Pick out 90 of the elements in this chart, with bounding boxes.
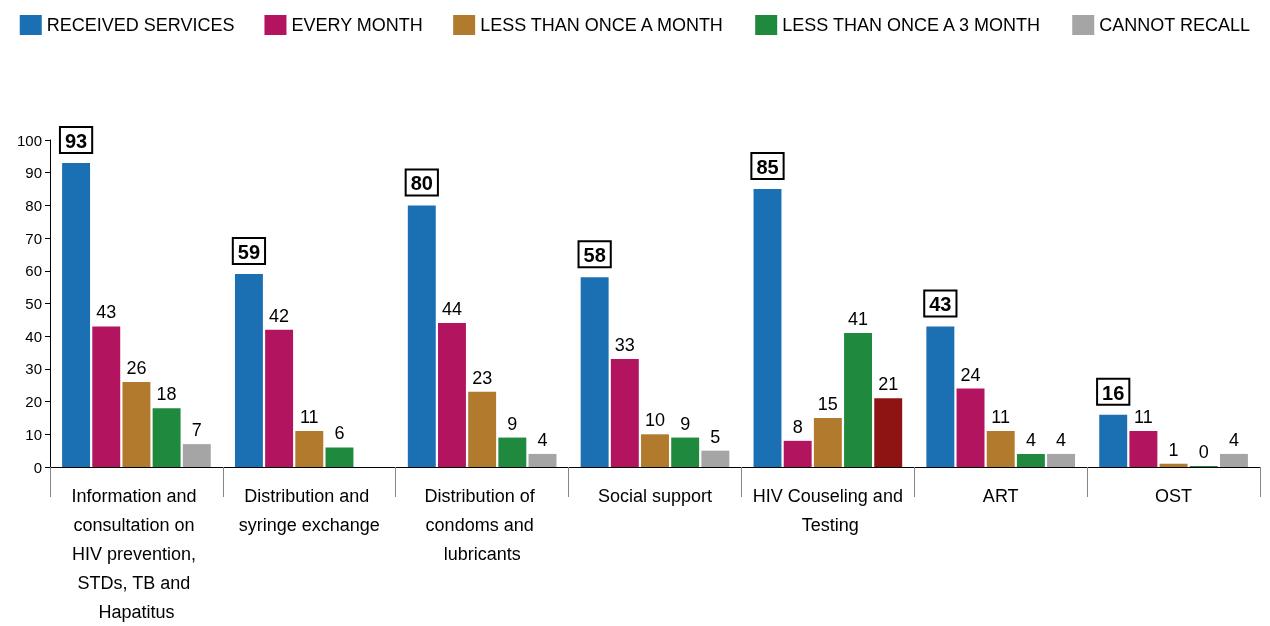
x-tick-label: Distribution of condoms and lubricants	[424, 485, 540, 564]
bar	[1016, 453, 1045, 467]
bar	[1047, 453, 1076, 467]
x-tick-label: ART	[982, 485, 1019, 506]
data-label: 93	[64, 129, 88, 152]
data-label: 18	[156, 384, 177, 405]
y-tick-label: 0	[33, 458, 42, 476]
bar	[62, 162, 91, 467]
bar	[986, 431, 1015, 467]
data-label: 33	[614, 335, 635, 356]
bar	[1099, 414, 1128, 467]
y-tick-label: 70	[25, 229, 42, 247]
data-label: 59	[237, 241, 261, 264]
data-label: 41	[848, 308, 869, 329]
data-label: 80	[410, 172, 433, 195]
data-label: 43	[929, 293, 952, 316]
legend-label: LESS THAN ONCE A MONTH	[480, 15, 723, 35]
data-label: 42	[269, 305, 290, 326]
legend-label: EVERY MONTH	[291, 15, 423, 35]
legend-label: RECEIVED SERVICES	[46, 15, 235, 35]
bar	[1159, 463, 1188, 467]
data-label: 9	[680, 413, 691, 434]
data-label: 7	[191, 420, 202, 441]
y-tick-label: 40	[25, 327, 42, 345]
data-label: 6	[334, 423, 345, 444]
data-label: 85	[756, 156, 779, 179]
bar	[956, 388, 985, 467]
data-label: 1	[1168, 439, 1179, 460]
bar	[182, 444, 211, 467]
data-label: 0	[1198, 442, 1209, 462]
bar	[580, 277, 609, 467]
data-label: 5	[710, 426, 721, 447]
data-label: 11	[1134, 407, 1153, 428]
bar	[437, 323, 466, 467]
bar	[671, 437, 700, 467]
y-tick-label: 90	[25, 164, 42, 182]
bar	[122, 381, 151, 467]
bar	[152, 408, 181, 467]
data-label: 26	[126, 357, 147, 378]
y-tick-label: 80	[25, 196, 42, 214]
y-tick-label: 50	[25, 295, 42, 312]
x-tick-label: Social support	[597, 485, 713, 506]
bar	[610, 359, 639, 467]
data-label: 58	[583, 244, 606, 267]
data-label: 4	[537, 429, 548, 450]
data-label: 21	[878, 374, 899, 395]
y-tick-label: 30	[25, 360, 42, 378]
bar	[528, 453, 557, 467]
y-tick-label: 100	[16, 131, 42, 149]
bar	[1219, 453, 1248, 467]
x-tick-label: Information and consultation on HIV prevention, STDs, TB and Hapatitus	[71, 485, 202, 622]
bar	[1129, 431, 1158, 467]
y-tick-label: 60	[25, 262, 42, 280]
data-label: 9	[507, 413, 518, 434]
data-label: 15	[817, 393, 838, 414]
data-label: 11	[991, 407, 1011, 428]
data-label: 16	[1102, 381, 1125, 404]
legend-label: CANNOT RECALL	[1099, 15, 1250, 35]
data-label: 24	[960, 364, 981, 385]
data-label: 4	[1228, 429, 1239, 450]
data-label: 10	[644, 410, 666, 431]
y-tick-label: 20	[25, 393, 42, 411]
bar	[325, 447, 354, 467]
data-label: 4	[1025, 429, 1036, 450]
bar	[498, 437, 527, 467]
x-tick-label: Distribution and syringe exchange	[238, 485, 380, 535]
data-label: 44	[441, 299, 462, 320]
bar	[844, 332, 873, 467]
bar	[234, 274, 263, 467]
bar	[926, 326, 955, 467]
bar	[92, 326, 121, 467]
data-label: 11	[299, 407, 319, 428]
bar	[641, 434, 669, 467]
bar	[874, 398, 903, 467]
x-tick-label: OST	[1155, 485, 1193, 506]
legend-label: LESS THAN ONCE A 3 MONTH	[782, 15, 1040, 35]
y-tick-label: 10	[25, 425, 42, 443]
x-tick-label: HIV Couseling and Testing	[752, 485, 903, 535]
bar	[407, 205, 436, 467]
bar	[701, 450, 730, 467]
bar	[295, 431, 324, 467]
data-label: 43	[96, 302, 117, 323]
data-label: 4	[1056, 429, 1067, 450]
bar	[265, 329, 294, 467]
bar	[468, 391, 497, 467]
data-label: 8	[792, 416, 803, 437]
bar	[783, 440, 812, 467]
bar	[753, 189, 782, 467]
bar	[813, 417, 842, 467]
data-label: 23	[472, 367, 493, 388]
